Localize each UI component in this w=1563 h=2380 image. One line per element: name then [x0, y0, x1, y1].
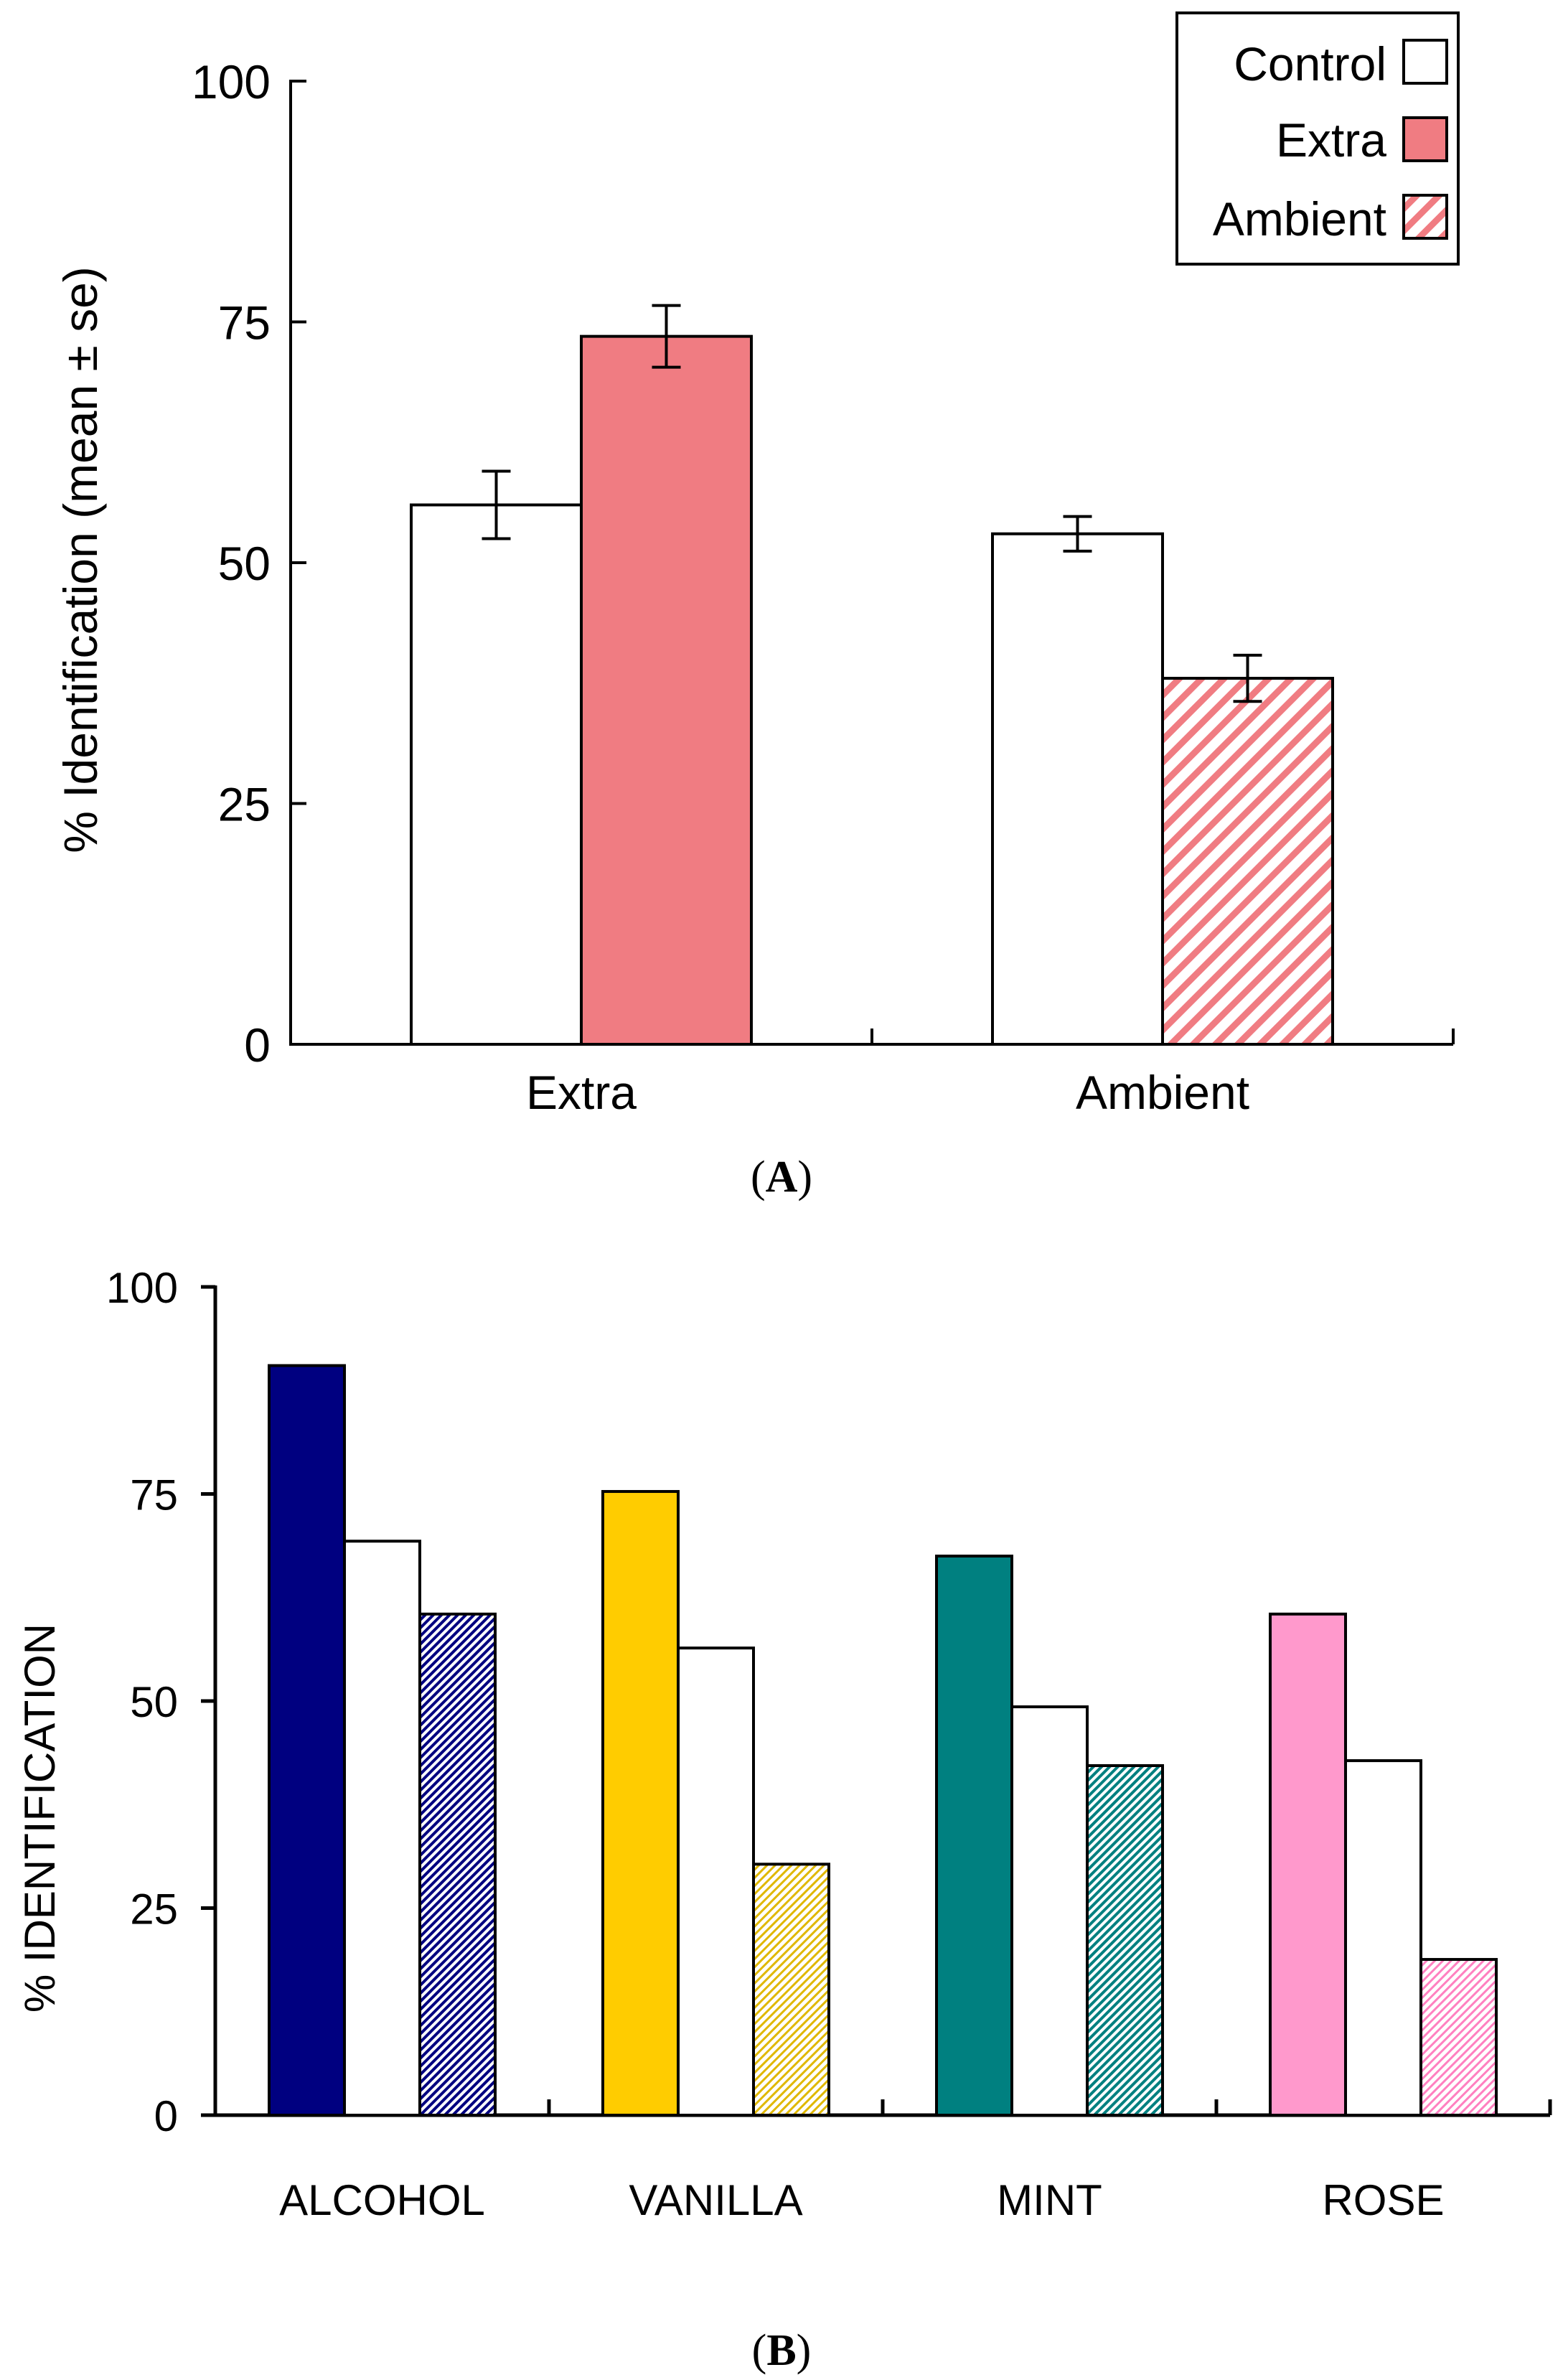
bar-extra-extra [580, 334, 753, 1046]
y-tick-label: 0 [154, 2092, 178, 2140]
y-tick-label: 100 [106, 1264, 178, 1312]
bar-control-vanilla [677, 1646, 755, 2117]
x-tick-label-vanilla: VANILLA [629, 2176, 802, 2224]
x-tick-label-extra: Extra [526, 1066, 637, 1119]
panel-a-bars [410, 304, 1334, 1046]
bar-control-rose [1344, 1759, 1422, 2117]
bar-ambient-rose [1419, 1958, 1498, 2117]
panel-a-ylabel: % Identification (mean ± se) [54, 266, 107, 853]
y-tick-label: 100 [192, 55, 271, 108]
bar-extra-mint [935, 1555, 1013, 2117]
bar-extra-vanilla [601, 1490, 680, 2117]
panel-a-x-tick-labels: Extra Ambient [526, 1066, 1249, 1119]
panel-b-y-tick-labels: 0 25 50 75 100 [106, 1264, 178, 2140]
legend-label-ambient: Ambient [1213, 192, 1386, 245]
panel-a-caption: (A) [751, 1153, 812, 1201]
bar-ambient-ambient [1161, 677, 1334, 1046]
panel-b-chart: % IDENTIFICATION 0 25 50 75 100 ALCOHOL VANIL… [16, 1264, 1552, 2375]
x-tick-label-mint: MINT [997, 2176, 1102, 2224]
bar-extra-rose [1269, 1612, 1347, 2117]
legend-swatch-ambient [1402, 194, 1448, 240]
bar-control-ambient [991, 532, 1164, 1046]
panel-a-legend: Control Extra Ambient [1175, 11, 1460, 266]
y-tick-label: 75 [218, 296, 271, 350]
legend-swatch-extra [1402, 116, 1448, 162]
bar-extra-alcohol [268, 1364, 346, 2117]
panel-a-chart: % Identification (mean ± se) 0255075100 … [54, 11, 1460, 1201]
y-tick-label: 25 [130, 1885, 178, 1934]
panel-b-x-tick-labels: ALCOHOL VANILLA MINT ROSE [279, 2176, 1444, 2224]
y-tick-label: 75 [130, 1471, 178, 1519]
x-tick-label-alcohol: ALCOHOL [279, 2176, 485, 2224]
bar-ambient-mint [1086, 1764, 1164, 2117]
bar-ambient-alcohol [418, 1612, 497, 2117]
legend-label-extra: Extra [1276, 113, 1386, 167]
x-tick-label-rose: ROSE [1322, 2176, 1444, 2224]
panel-b-bars [268, 1364, 1498, 2117]
y-tick-label: 50 [130, 1678, 178, 1726]
x-tick-label-ambient: Ambient [1076, 1066, 1249, 1119]
y-tick-label: 25 [218, 778, 271, 831]
panel-a-y-tick-labels: 0 25 50 75 100 [192, 55, 271, 1072]
legend-label-control: Control [1234, 37, 1386, 90]
bar-control-mint [1010, 1705, 1089, 2117]
bar-ambient-vanilla [752, 1863, 830, 2117]
y-tick-label: 50 [218, 537, 271, 590]
bar-control-extra [410, 503, 583, 1046]
bar-control-alcohol [343, 1540, 421, 2117]
y-tick-label: 0 [244, 1018, 271, 1072]
panel-b-ylabel: % IDENTIFICATION [16, 1624, 64, 2013]
legend-swatch-control [1402, 39, 1448, 85]
panel-b-caption: (B) [752, 2326, 812, 2375]
